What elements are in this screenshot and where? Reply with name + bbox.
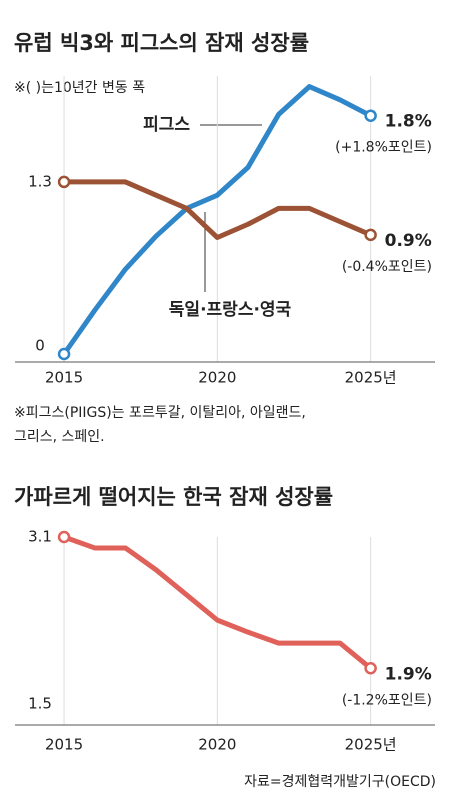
data-label: 1.8% xyxy=(385,112,432,132)
point xyxy=(364,228,377,242)
change-label: (-0.4%포인트) xyxy=(342,259,432,275)
chart-title: 유럽 빅3와 피그스의 잠재 성장률 xyxy=(14,31,309,55)
y-tick-label: 3.1 xyxy=(28,528,52,546)
y-tick-label: 1.3 xyxy=(28,172,52,190)
y-tick-label: 1.5 xyxy=(28,695,52,713)
line xyxy=(63,534,373,671)
point xyxy=(57,530,71,544)
x-tick-label: 2020 xyxy=(198,369,236,387)
x-tick-label: 2015 xyxy=(45,736,83,754)
line xyxy=(62,84,372,356)
x-tick-label: 2025년 xyxy=(345,736,397,754)
chart-title: 가파르게 떨어지는 한국 잠재 성장률 xyxy=(14,485,333,509)
point xyxy=(57,347,71,361)
data-label: 1.9% xyxy=(385,664,432,684)
note: ※피그스(PIIGS)는 포르투갈, 이탈리아, 아일랜드, xyxy=(14,405,306,421)
change-label: (-1.2%포인트) xyxy=(342,692,432,708)
x-tick-label: 2025년 xyxy=(345,369,397,387)
line xyxy=(64,179,372,241)
x-tick-label: 2015 xyxy=(45,369,83,387)
x-tick-label: 2020 xyxy=(198,736,236,754)
point xyxy=(364,662,377,675)
series-label: 피그스 xyxy=(143,115,190,135)
subtitle: ※( )는10년간 변동 폭 xyxy=(14,80,145,96)
point xyxy=(364,109,377,122)
note: 그리스, 스페인. xyxy=(14,429,105,445)
y-tick-label: 0 xyxy=(35,337,45,355)
point xyxy=(57,175,71,189)
source: 자료=경제협력개발기구(OECD) xyxy=(244,774,436,790)
change-label: (+1.8%포인트) xyxy=(335,140,432,156)
series-label: 독일·프랑스·영국 xyxy=(169,300,292,320)
data-label: 0.9% xyxy=(385,231,432,251)
